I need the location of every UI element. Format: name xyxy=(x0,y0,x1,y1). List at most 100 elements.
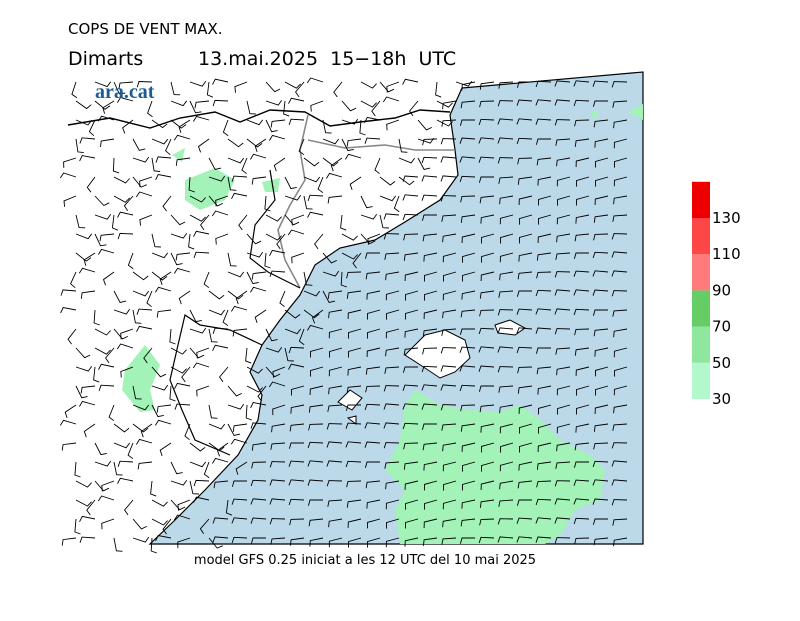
legend-swatch xyxy=(692,181,710,218)
wind-barb xyxy=(120,366,134,378)
wind-barb xyxy=(460,195,476,203)
wind-barb xyxy=(517,480,533,489)
wind-barb xyxy=(283,100,290,117)
wind-barb xyxy=(273,157,286,172)
wind-barb xyxy=(440,365,457,372)
wind-barb xyxy=(592,460,609,468)
map xyxy=(59,71,644,554)
wind-barb xyxy=(272,404,286,416)
wind-barb xyxy=(162,195,172,212)
wind-barb xyxy=(498,176,514,184)
wind-barb xyxy=(556,214,571,225)
wind-barb xyxy=(346,480,362,488)
wind-barb xyxy=(402,422,419,430)
wind-barb xyxy=(499,461,514,472)
wind-barb xyxy=(398,138,408,153)
wind-barb xyxy=(254,309,267,324)
wind-barb xyxy=(479,499,495,508)
wind-barb xyxy=(421,403,438,410)
wind-barb xyxy=(535,80,552,88)
wind-barb xyxy=(284,176,297,190)
wind-barb xyxy=(352,252,362,269)
wind-barb xyxy=(117,232,134,240)
wind-barb xyxy=(213,480,229,489)
wind-barb xyxy=(576,385,590,396)
wind-barb xyxy=(230,438,248,445)
wind-barb xyxy=(174,403,191,410)
wind-barb xyxy=(574,442,590,451)
wind-barb xyxy=(365,271,381,280)
wind-barb xyxy=(478,385,494,392)
wind-barb xyxy=(443,480,457,491)
wind-barb xyxy=(151,157,161,172)
wind-barb xyxy=(346,385,362,394)
wind-barb xyxy=(611,270,628,277)
wind-barb xyxy=(279,290,286,308)
wind-barb xyxy=(436,119,453,127)
wind-barb xyxy=(212,327,229,335)
wind-barb xyxy=(460,518,476,527)
wind-barb xyxy=(227,403,245,410)
wind-barb xyxy=(404,328,419,338)
wind-barb xyxy=(112,157,120,174)
wind-barb xyxy=(555,347,571,355)
wind-barb xyxy=(367,328,381,339)
wind-barb xyxy=(347,518,362,528)
wind-barb xyxy=(170,252,183,266)
wind-barb xyxy=(151,366,167,378)
wind-barb xyxy=(402,78,419,85)
wind-barb xyxy=(441,423,457,431)
wind-barb xyxy=(269,134,286,141)
wind-barb xyxy=(155,534,172,542)
wind-barb xyxy=(170,366,187,374)
wind-barb xyxy=(461,290,476,300)
wind-barb xyxy=(284,214,300,226)
wind-barb xyxy=(594,195,609,206)
wind-barb xyxy=(518,195,533,206)
wind-barb xyxy=(303,195,313,210)
wind-barb xyxy=(497,100,514,107)
wind-barb xyxy=(235,290,248,305)
wind-barb xyxy=(269,498,286,505)
wind-barb xyxy=(265,346,283,353)
wind-barb xyxy=(402,366,418,373)
wind-barb xyxy=(254,138,267,153)
wind-barb xyxy=(288,479,305,486)
wind-barb xyxy=(459,384,476,392)
wind-barb xyxy=(364,116,381,124)
wind-barb xyxy=(498,499,514,507)
wind-barb xyxy=(573,289,590,296)
wind-barb xyxy=(189,309,202,323)
wind-barb xyxy=(246,271,259,285)
wind-barb xyxy=(212,99,229,107)
wind-barb xyxy=(364,461,380,468)
wind-barb xyxy=(75,499,92,507)
wind-barb xyxy=(200,214,210,231)
wind-barb xyxy=(328,328,343,339)
wind-barb xyxy=(367,309,381,320)
wind-barb xyxy=(481,252,495,263)
wind-barb xyxy=(188,233,195,250)
wind-barb xyxy=(310,347,324,358)
wind-barb xyxy=(481,442,495,453)
wind-barb xyxy=(421,384,438,391)
wind-barb xyxy=(402,175,419,182)
wind-barb xyxy=(143,347,153,364)
wind-barb xyxy=(287,229,305,236)
wind-barb xyxy=(593,537,609,546)
wind-barb xyxy=(536,480,552,488)
wind-barb xyxy=(245,404,252,421)
wind-barb xyxy=(124,499,134,516)
wind-barb xyxy=(86,499,96,516)
wind-barb xyxy=(576,404,590,415)
wind-barb xyxy=(216,442,229,457)
wind-barb xyxy=(212,457,229,464)
wind-barb xyxy=(147,100,153,118)
wind-barb xyxy=(140,423,153,438)
wind-barb xyxy=(462,252,476,263)
wind-barb xyxy=(150,537,157,554)
wind-barb xyxy=(459,328,475,335)
wind-barb xyxy=(517,157,533,165)
wind-barb xyxy=(132,518,147,530)
wind-barb xyxy=(289,537,305,546)
